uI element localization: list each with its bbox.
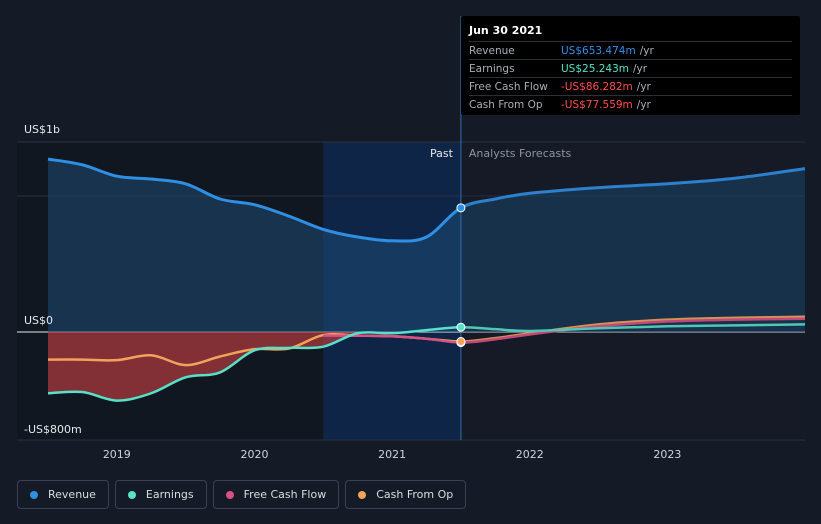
legend-label: Free Cash Flow xyxy=(243,488,327,501)
tooltip-date: Jun 30 2021 xyxy=(469,24,543,37)
legend-item-free-cash-flow[interactable]: Free Cash Flow xyxy=(212,480,340,509)
tooltip-label: Revenue xyxy=(469,44,515,57)
marker-earnings xyxy=(456,322,466,332)
legend-label: Earnings xyxy=(145,488,194,501)
tooltip-unit: /yr xyxy=(633,62,648,75)
legend-dot-icon xyxy=(30,490,38,499)
x-tick-label: 2022 xyxy=(516,448,544,461)
data-tooltip: Jun 30 2021 Revenue US$653.474m /yr Earn… xyxy=(461,16,800,115)
tooltip-label: Free Cash Flow xyxy=(469,80,548,93)
tooltip-label: Earnings xyxy=(469,62,515,75)
x-tick-label: 2023 xyxy=(653,448,681,461)
earnings-negative-area xyxy=(48,332,358,401)
free-cash-flow-line xyxy=(323,317,806,344)
y-label-bottom: -US$800m xyxy=(24,423,82,436)
legend-label: Revenue xyxy=(48,488,96,501)
x-tick-label: 2021 xyxy=(378,448,406,461)
tooltip-unit: /yr xyxy=(636,80,651,93)
tooltip-unit: /yr xyxy=(639,44,654,57)
marker-revenue xyxy=(456,203,466,213)
tooltip-unit: /yr xyxy=(636,98,651,111)
x-tick-label: 2019 xyxy=(103,448,131,461)
legend-item-earnings[interactable]: Earnings xyxy=(114,480,207,509)
y-label-top: US$1b xyxy=(24,123,61,136)
tooltip-value: US$653.474m xyxy=(561,44,636,57)
tooltip-value: -US$77.559m xyxy=(561,98,633,111)
tooltip-row-revenue: Revenue US$653.474m /yr xyxy=(469,41,792,59)
tooltip-value: US$25.243m xyxy=(561,62,629,75)
legend-item-cash-from-op[interactable]: Cash From Op xyxy=(345,480,467,509)
tooltip-label: Cash From Op xyxy=(469,98,543,111)
legend-dot-icon xyxy=(358,490,367,499)
legend-item-revenue[interactable]: Revenue xyxy=(17,480,109,509)
x-tick-label: 2020 xyxy=(240,448,268,461)
chart-legend: Revenue Earnings Free Cash Flow Cash Fro… xyxy=(17,480,467,509)
earnings-line xyxy=(47,323,806,402)
past-label: Past xyxy=(430,147,454,160)
tooltip-row-earnings: Earnings US$25.243m /yr xyxy=(469,59,792,77)
forecast-overlay xyxy=(460,142,805,440)
y-label-zero: US$0 xyxy=(24,314,54,327)
tooltip-row-cash-from-op: Cash From Op -US$77.559m /yr xyxy=(469,95,792,113)
forecast-label: Analysts Forecasts xyxy=(469,147,572,160)
marker-cash-from-op xyxy=(456,337,466,347)
tooltip-row-free-cash-flow: Free Cash Flow -US$86.282m /yr xyxy=(469,77,792,95)
tooltip-value: -US$86.282m xyxy=(561,80,633,93)
legend-dot-icon xyxy=(127,490,136,499)
revenue-line xyxy=(47,157,806,243)
legend-dot-icon xyxy=(225,490,234,499)
legend-label: Cash From Op xyxy=(376,488,454,501)
